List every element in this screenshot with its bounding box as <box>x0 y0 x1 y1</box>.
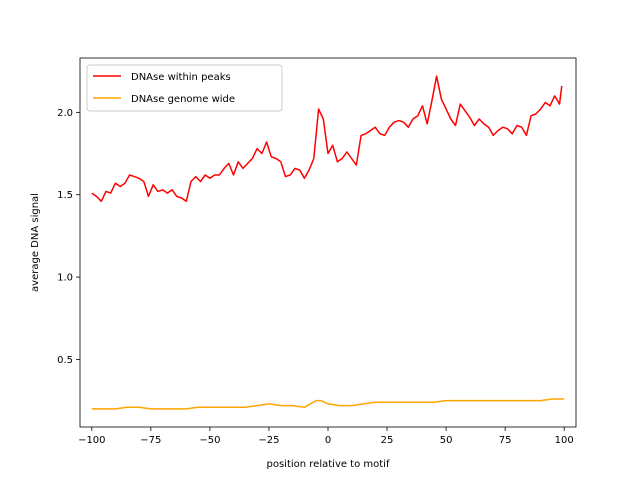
x-tick-label: −50 <box>199 435 220 446</box>
x-tick-label: 100 <box>555 435 574 446</box>
series-line-genome <box>91 398 565 410</box>
legend: DNAse within peaks DNAse genome wide <box>86 64 283 112</box>
x-tick-label: −25 <box>258 435 279 446</box>
x-tick-label: −75 <box>140 435 161 446</box>
x-axis-label: position relative to motif <box>267 459 390 470</box>
x-tick-label: 0 <box>325 435 331 446</box>
y-tick-label: 0.5 <box>57 355 73 366</box>
series-line-peaks <box>91 75 563 203</box>
x-tick-label: 25 <box>381 435 394 446</box>
y-axis-label: average DNA signal <box>30 193 41 292</box>
legend-box <box>86 64 283 112</box>
y-tick-label: 2.0 <box>57 108 73 119</box>
legend-label-peaks: DNAse within peaks <box>131 72 231 83</box>
plot-area <box>91 75 565 410</box>
x-tick-label: 50 <box>440 435 453 446</box>
x-tick-label: 75 <box>499 435 512 446</box>
y-tick-label: 1.0 <box>57 273 73 284</box>
legend-label-genome: DNAse genome wide <box>131 94 235 105</box>
y-tick-label: 1.5 <box>57 190 73 201</box>
y-axis: 0.5 1.0 1.5 2.0 <box>57 108 80 366</box>
x-tick-label: −100 <box>78 435 105 446</box>
x-axis: −100 −75 −50 −25 0 25 50 75 100 <box>78 427 574 446</box>
